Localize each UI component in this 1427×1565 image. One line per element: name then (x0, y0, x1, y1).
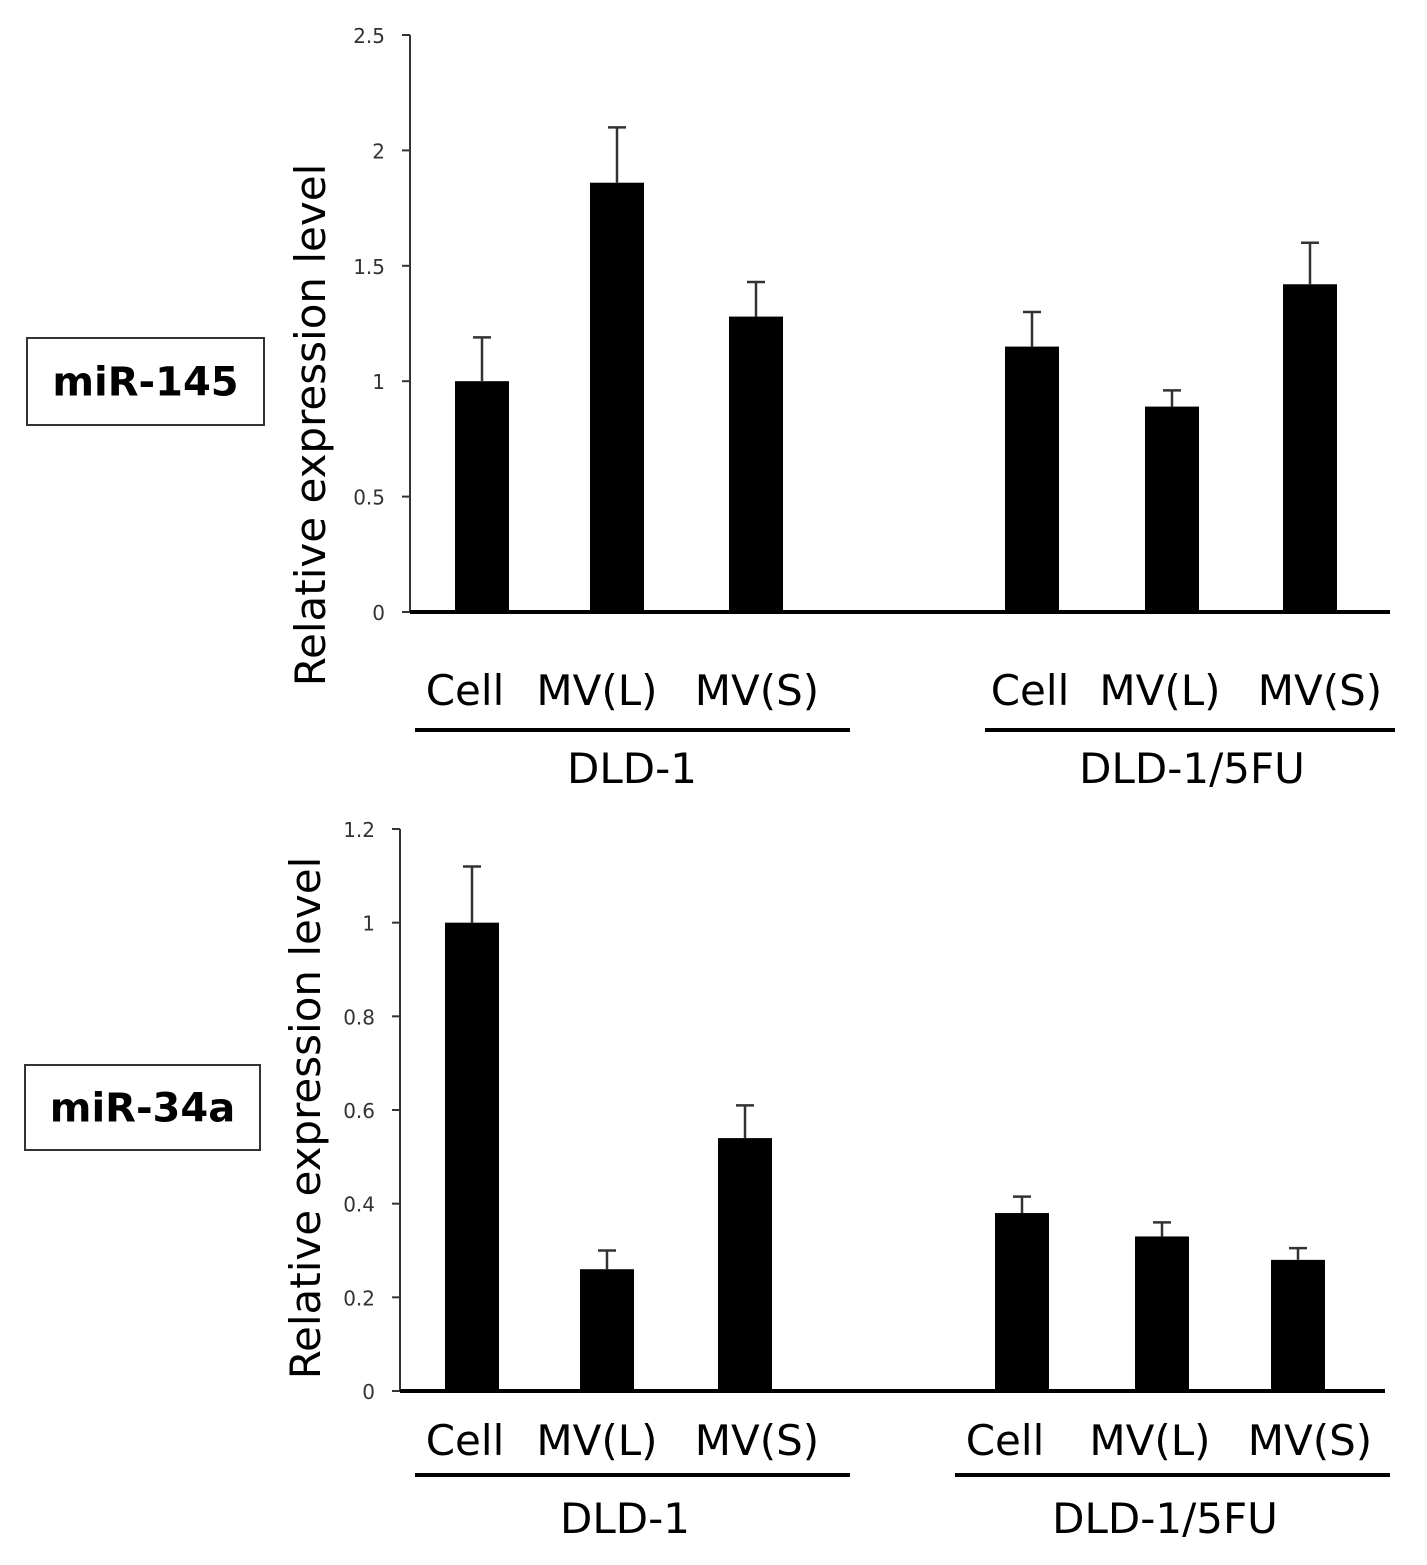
chart1-bar (455, 381, 509, 612)
chart1-category-label: MV(L) (536, 666, 657, 715)
chart1-y-tick-label: 2 (372, 139, 385, 163)
chart1-panel-label: miR-145 (52, 360, 238, 406)
chart2-panel-label: miR-34a (50, 1086, 235, 1132)
chart1-y-tick-label: 2.5 (353, 24, 385, 48)
chart2-y-tick-label: 1 (362, 912, 375, 936)
chart1-bar (590, 182, 644, 612)
chart1-bar (1005, 346, 1059, 612)
chart1-y-tick-label: 0.5 (353, 486, 385, 510)
chart1-bar (729, 316, 783, 612)
chart1-category-label: MV(S) (1258, 666, 1382, 715)
chart2-bar (445, 922, 499, 1391)
chart2-bar (580, 1269, 634, 1391)
chart1-category-label: Cell (991, 666, 1070, 715)
chart2-y-axis-label: Relative expression level (281, 857, 330, 1380)
chart2-bar (1271, 1259, 1325, 1391)
chart1-category-label: Cell (426, 666, 505, 715)
chart2-bar (718, 1138, 772, 1391)
chart2-panel-label-box (24, 1064, 261, 1151)
chart1-bar (1145, 406, 1199, 612)
chart1-y-axis-label: Relative expression level (286, 164, 335, 687)
chart2-category-label: Cell (966, 1416, 1045, 1465)
chart2-y-tick-label: 0.2 (343, 1286, 375, 1310)
chart2-category-label: MV(S) (1248, 1416, 1372, 1465)
chart2-y-tick-label: 0.6 (343, 1099, 375, 1123)
chart2-category-label: MV(L) (1089, 1416, 1210, 1465)
chart2-bar (1135, 1236, 1189, 1391)
chart2-bar (995, 1213, 1049, 1391)
chart2-group-label: DLD-1/5FU (1052, 1494, 1278, 1543)
chart2-category-label: Cell (426, 1416, 505, 1465)
chart2-y-tick-label: 0 (362, 1380, 375, 1404)
chart1-y-tick-label: 1 (372, 370, 385, 394)
chart1-y-tick-label: 1.5 (353, 255, 385, 279)
chart1-group-label: DLD-1/5FU (1079, 744, 1305, 793)
chart1-bar (1283, 284, 1337, 612)
chart1-panel-label-box (26, 337, 265, 426)
chart1-category-label: MV(S) (695, 666, 819, 715)
chart2-y-tick-label: 0.4 (343, 1193, 375, 1217)
chart1-group-label: DLD-1 (567, 744, 697, 793)
chart2-category-label: MV(S) (695, 1416, 819, 1465)
chart1-category-label: MV(L) (1099, 666, 1220, 715)
chart2-y-tick-label: 1.2 (343, 818, 375, 842)
chart2-group-label: DLD-1 (560, 1494, 690, 1543)
chart2-category-label: MV(L) (536, 1416, 657, 1465)
chart2-y-tick-label: 0.8 (343, 1005, 375, 1029)
chart1-y-tick-label: 0 (372, 601, 385, 625)
